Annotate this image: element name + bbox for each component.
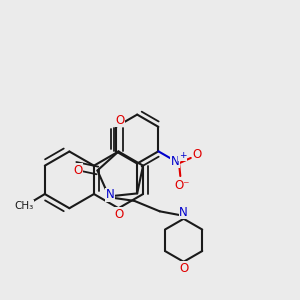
Text: O: O [73, 164, 83, 177]
Text: O: O [116, 114, 124, 127]
Text: N: N [171, 154, 180, 167]
Text: N: N [179, 206, 188, 219]
Text: N: N [106, 188, 115, 201]
Text: O: O [114, 208, 123, 221]
Text: O: O [192, 148, 201, 161]
Text: O⁻: O⁻ [174, 178, 190, 191]
Text: CH₃: CH₃ [14, 201, 34, 211]
Text: +: + [179, 151, 186, 160]
Text: O: O [179, 262, 188, 275]
